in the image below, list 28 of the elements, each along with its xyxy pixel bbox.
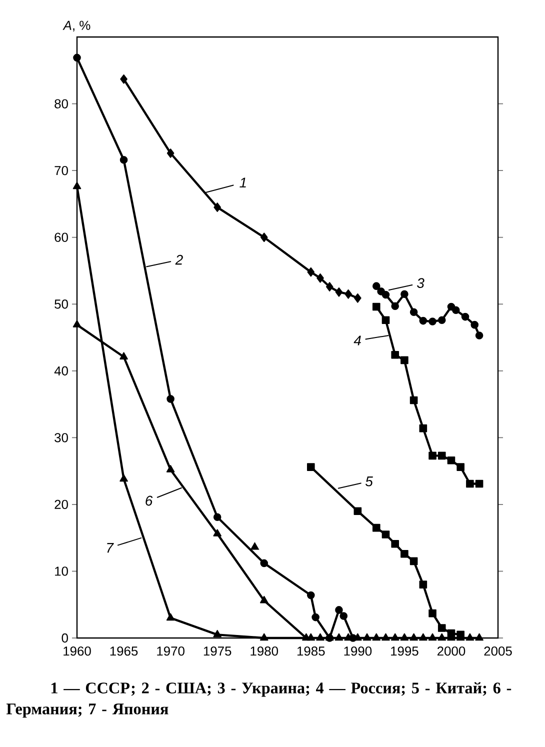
annotation: 4: [354, 336, 361, 346]
x-tick-label: 1965: [110, 646, 138, 656]
x-tick-label: 1980: [250, 646, 278, 656]
x-tick-label: 1970: [157, 646, 184, 656]
x-tick-label: 1995: [391, 646, 418, 656]
x-tick-label: 1960: [64, 646, 91, 656]
y-tick-label: 60: [54, 232, 68, 242]
x-tick-label: 2005: [484, 646, 512, 656]
x-tick-label: 2000: [437, 646, 466, 656]
annotation: 6: [146, 496, 153, 506]
y-tick-label: 50: [54, 300, 68, 309]
y-tick-label: 0: [62, 633, 68, 643]
annotation: 2: [175, 254, 183, 265]
annotation: 1: [240, 178, 246, 188]
y-tick-label: 30: [54, 433, 68, 442]
annotation: 5: [365, 476, 373, 486]
annotation: 7: [107, 543, 114, 553]
y-tick-label: 20: [54, 500, 68, 510]
text: 1 — СССР; 2 - США; 3 - Украина; 4 — Россия; 5 - Китай; 6 - Германия; 7 - Япония: [6, 682, 512, 718]
x-tick-label: 1990: [344, 646, 372, 656]
x-tick-label: 1975: [204, 646, 232, 656]
x-tick-label: 1985: [297, 646, 325, 656]
y-tick-label: 70: [54, 166, 68, 176]
annotation: 3: [416, 278, 424, 288]
y-tick-label: 40: [54, 366, 68, 376]
y-tick-label: 10: [55, 566, 68, 576]
y-axis-title: A, %: [62, 20, 90, 32]
y-tick-label: 80: [54, 99, 68, 108]
